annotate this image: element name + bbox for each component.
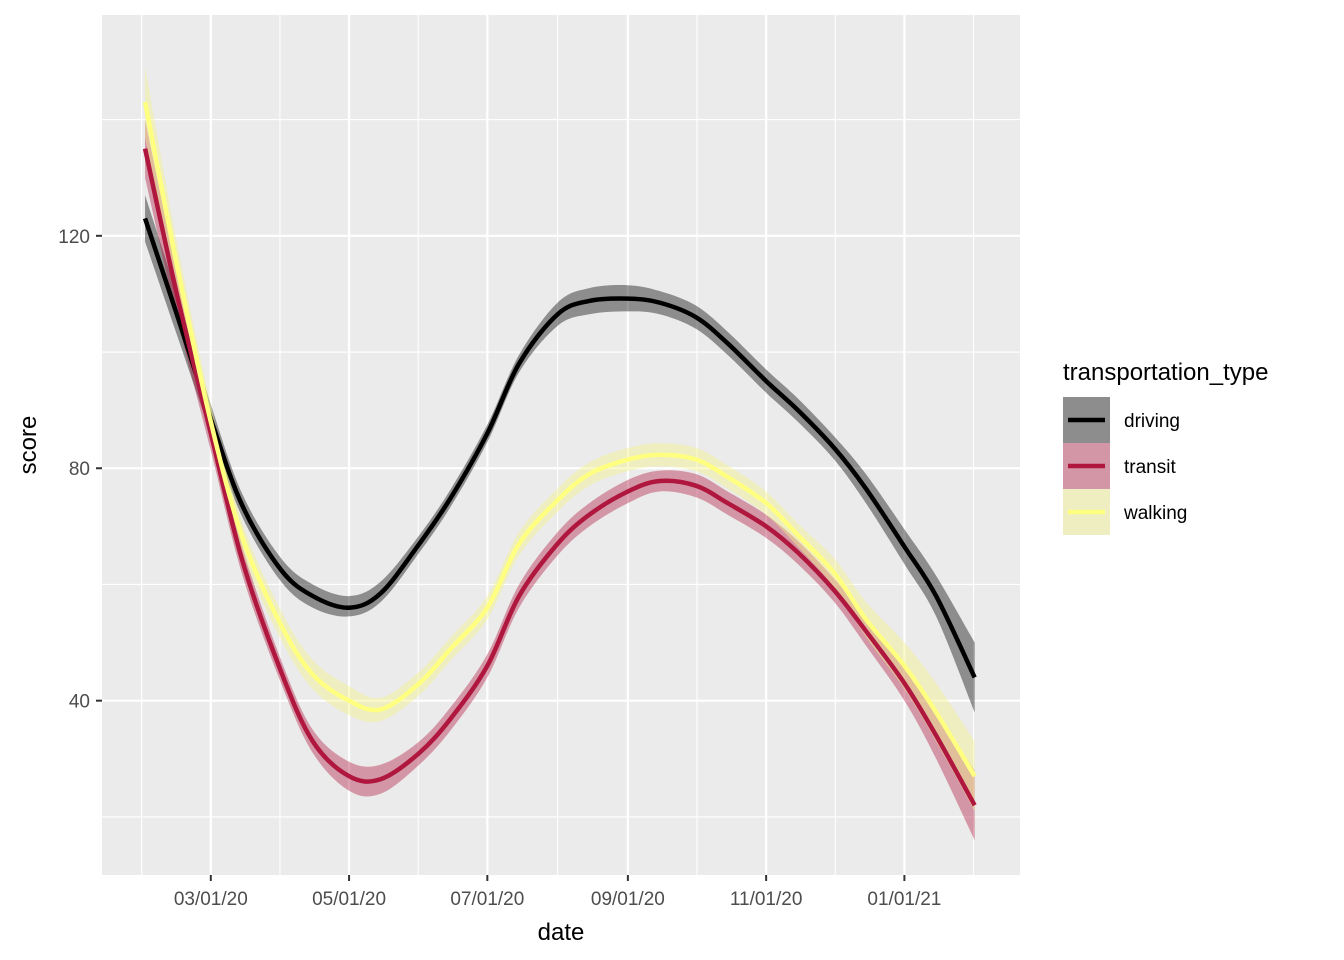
major-gridlines bbox=[102, 15, 1020, 875]
y-tick-label: 120 bbox=[58, 227, 90, 248]
legend-item-walking: walking bbox=[1063, 489, 1187, 535]
y-tick-label: 80 bbox=[69, 459, 90, 480]
series-line-walking bbox=[142, 101, 977, 778]
minor-gridlines bbox=[102, 15, 1020, 875]
x-axis-title: date bbox=[538, 919, 585, 946]
legend-items: driving transit walking bbox=[1063, 397, 1187, 535]
series-lines bbox=[142, 101, 977, 807]
x-tick-label: 11/01/20 bbox=[730, 889, 803, 910]
plot-panel bbox=[102, 15, 1020, 875]
legend: transportation_type driving transit walkin… bbox=[1063, 359, 1268, 535]
legend-title: transportation_type bbox=[1063, 359, 1268, 386]
legend-item-transit: transit bbox=[1063, 443, 1176, 489]
series-line-driving bbox=[142, 217, 977, 679]
y-tick-label: 40 bbox=[69, 692, 90, 713]
axis-ticks bbox=[96, 234, 906, 881]
legend-label: transit bbox=[1124, 457, 1176, 478]
x-tick-label: 01/01/21 bbox=[867, 889, 941, 910]
x-tick-label: 03/01/20 bbox=[174, 889, 248, 910]
x-tick-label: 07/01/20 bbox=[450, 889, 524, 910]
tick-labels: 03/01/20 05/01/20 07/01/20 09/01/20 11/01/20… bbox=[58, 227, 941, 910]
x-tick-label: 09/01/20 bbox=[591, 889, 665, 910]
y-axis-title: score bbox=[15, 416, 42, 475]
series-line-transit bbox=[142, 148, 977, 807]
legend-label: walking bbox=[1123, 503, 1187, 524]
legend-item-driving: driving bbox=[1063, 397, 1180, 443]
legend-label: driving bbox=[1124, 411, 1180, 432]
x-tick-label: 05/01/20 bbox=[312, 889, 386, 910]
